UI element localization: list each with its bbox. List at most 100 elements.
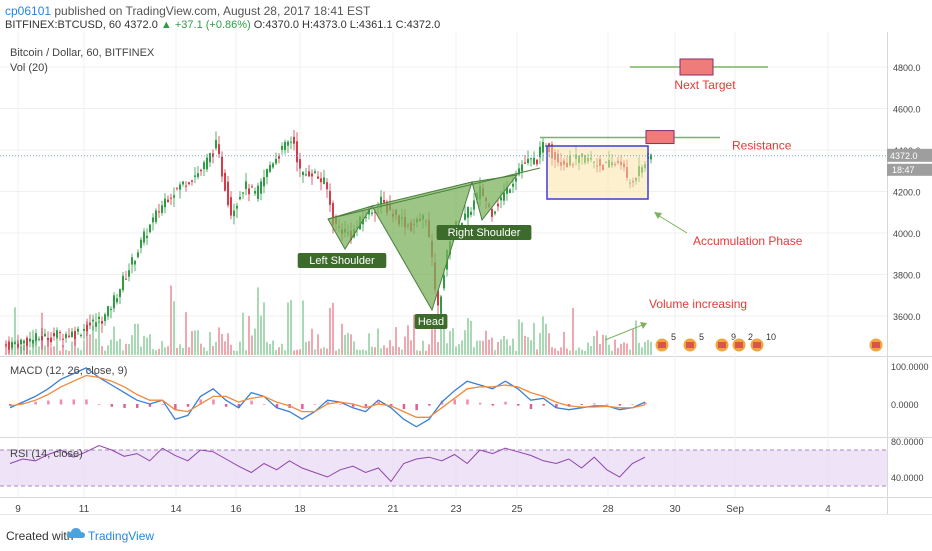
symbol-info: BITFINEX:BTCUSD, 60 4372.0 ▲ +37.1 (+0.8…: [5, 19, 440, 31]
macd-histogram-bar: [466, 399, 469, 405]
macd-histogram-bar: [34, 401, 37, 405]
volume-bar: [185, 312, 187, 355]
volume-bar: [332, 302, 334, 355]
macd-histogram-bar: [250, 400, 253, 405]
candle-body: [269, 165, 271, 172]
author-link[interactable]: cp06101: [5, 4, 52, 18]
volume-bar: [101, 346, 103, 355]
macd-histogram-bar: [72, 399, 75, 405]
volume-bar: [179, 344, 181, 355]
flag-icon: [872, 342, 880, 348]
volume-bar: [77, 347, 79, 355]
candle-body: [545, 145, 547, 147]
volume-bar: [614, 339, 616, 355]
volume-bar: [608, 344, 610, 355]
volume-bar: [635, 320, 637, 355]
candle-body: [500, 197, 502, 201]
candle-body: [473, 200, 475, 210]
volume-bar: [50, 346, 52, 355]
macd-histogram-bar: [9, 404, 12, 406]
x-tick-label: 28: [602, 504, 614, 514]
macd-histogram-bar: [59, 399, 63, 405]
candle-body: [326, 182, 328, 190]
volume-bar: [317, 334, 319, 355]
volume-bar: [5, 340, 7, 355]
volume-bar: [158, 348, 160, 355]
candle-body: [188, 182, 190, 185]
candle-body: [146, 235, 148, 239]
volume-bar: [62, 345, 64, 355]
candle-body: [191, 180, 193, 182]
chart-svg[interactable]: Left Shoulder Head Right Shoulder Next Tar…: [0, 32, 932, 515]
rsi-line: [9, 444, 646, 483]
candle-body: [311, 173, 313, 177]
volume-bar: [539, 333, 541, 355]
volume-bar: [380, 348, 382, 355]
macd-histogram-bar: [224, 404, 228, 407]
signal-line: [9, 374, 646, 418]
macd-histogram-bar: [326, 401, 329, 405]
macd-tick-label: 0.0000: [891, 400, 919, 410]
volume-bar: [515, 350, 517, 355]
volume-bar: [392, 346, 394, 355]
volume-bar: [530, 340, 532, 355]
volume-bar: [323, 347, 325, 355]
chart-area[interactable]: Left Shoulder Head Right Shoulder Next Tar…: [0, 32, 932, 515]
x-tick-label: 16: [230, 504, 242, 514]
volume-bar: [482, 340, 484, 355]
volume-bar: [650, 341, 652, 355]
volume-bar: [59, 350, 61, 355]
volume-bar: [224, 341, 226, 355]
x-tick-label: 18: [294, 504, 306, 514]
candle-body: [182, 181, 184, 185]
volume-bar: [581, 349, 583, 355]
x-tick-label: 30: [669, 504, 681, 514]
countdown-badge: [887, 163, 932, 176]
volume-bar: [266, 342, 268, 355]
candle-body: [50, 337, 52, 343]
volume-bar: [89, 334, 91, 355]
volume-bar: [521, 322, 523, 355]
macd-histogram-bar: [580, 404, 583, 405]
candle-body: [221, 156, 223, 177]
candle-body: [113, 295, 115, 309]
candle-body: [497, 203, 499, 207]
volume-bar: [410, 340, 412, 355]
candle-body: [179, 184, 181, 190]
volume-bar: [95, 338, 97, 355]
macd-histogram-bar: [555, 404, 558, 408]
volume-bar: [254, 328, 256, 355]
volume-bar: [602, 334, 604, 355]
volume-bar: [428, 344, 430, 355]
volume-bar: [386, 347, 388, 355]
candle-body: [86, 324, 88, 332]
volume-bar: [116, 341, 118, 355]
candle-body: [20, 339, 22, 345]
tradingview-link[interactable]: TradingView: [88, 529, 155, 543]
macd-histogram-bar: [504, 401, 507, 405]
candle-body: [215, 140, 217, 149]
target-box: [679, 58, 714, 76]
candle-body: [170, 197, 172, 199]
x-tick-label: Sep: [726, 504, 744, 514]
candle-body: [176, 187, 178, 189]
pattern-label: Head: [418, 316, 444, 328]
volume-bar: [503, 336, 505, 355]
candle-body: [194, 175, 196, 177]
tradingview-cloud-icon[interactable]: [66, 526, 86, 540]
volume-bar: [161, 341, 163, 355]
volume-bar: [305, 341, 307, 355]
volume-bar: [422, 340, 424, 355]
x-tick-label: 25: [511, 504, 523, 514]
volume-arrow: [604, 323, 646, 341]
volume-bar: [590, 346, 592, 355]
candle-body: [380, 196, 382, 208]
volume-bar: [398, 347, 400, 355]
volume-bar: [122, 350, 124, 355]
candle-body: [41, 335, 43, 341]
volume-bar: [227, 333, 229, 355]
macd-histogram-bar: [263, 404, 266, 405]
candle-body: [152, 217, 154, 223]
candle-body: [509, 189, 511, 193]
event-count: 10: [766, 332, 776, 342]
